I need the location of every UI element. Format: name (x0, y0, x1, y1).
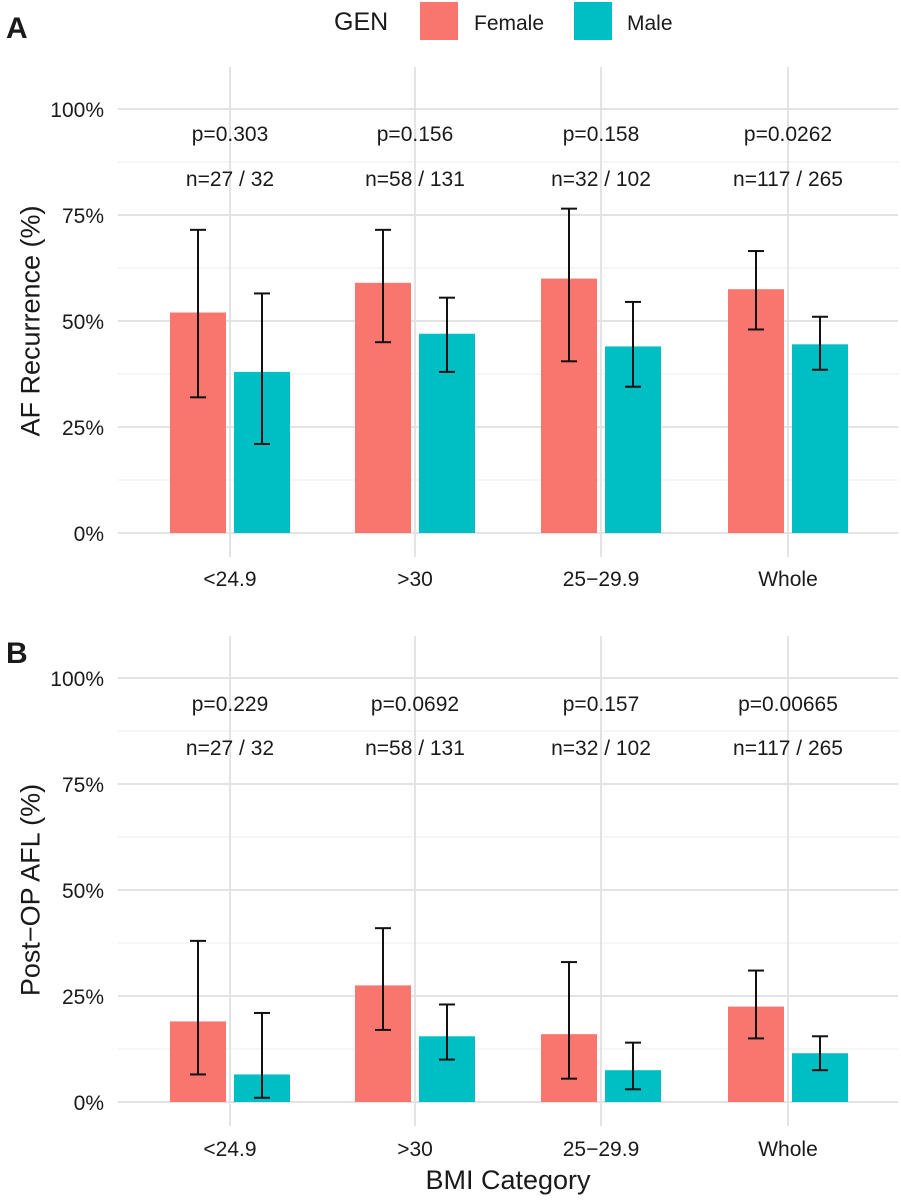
y-tick-label: 75% (62, 205, 104, 228)
x-tick-label: <24.9 (203, 1138, 256, 1161)
x-tick-label: 25−29.9 (563, 568, 640, 591)
legend-label-female: Female (474, 12, 544, 35)
y-tick-label: 50% (62, 311, 104, 334)
x-tick-label: <24.9 (203, 568, 256, 591)
sample-size-label: n=27 / 32 (186, 168, 274, 191)
x-tick-label: 25−29.9 (563, 1138, 640, 1161)
y-axis-title: AF Recurrence (%) (15, 205, 45, 436)
y-tick-label: 25% (62, 417, 104, 440)
panel-b: 0% 25% 50% 75% 100% Post−OP AFL (%) Bp=0.229 n=… (6, 636, 898, 1161)
panel-a: 0% 25% 50% 75% 100% AF Recurrence (%) Ap=0.303… (6, 12, 898, 591)
error-bar (190, 939, 206, 1076)
y-axis-title: Post−OP AFL (%) (15, 784, 45, 996)
y-tick-label: 0% (74, 1092, 104, 1115)
x-tick-label: Whole (758, 1138, 818, 1161)
p-value-label: p=0.0262 (744, 123, 832, 146)
error-bar (561, 207, 577, 363)
p-value-label: p=0.229 (192, 693, 269, 716)
legend-title: GEN (334, 8, 388, 36)
x-tick-label: Whole (758, 568, 818, 591)
legend-label-male: Male (627, 12, 673, 35)
y-tick-label: 25% (62, 986, 104, 1009)
panel-label: A (6, 12, 28, 45)
x-tick-label: >30 (397, 568, 433, 591)
sample-size-label: n=32 / 102 (551, 168, 651, 191)
p-value-label: p=0.158 (563, 123, 640, 146)
error-bar (254, 1011, 270, 1099)
sample-size-label: n=58 / 131 (365, 737, 465, 760)
x-tick-label: >30 (397, 1138, 433, 1161)
legend-swatch-male (574, 2, 612, 40)
p-value-label: p=0.156 (377, 123, 454, 146)
error-bar (439, 1003, 455, 1061)
error-bar (748, 250, 764, 331)
legend: GEN Female Male (334, 2, 673, 40)
error-bar (375, 927, 391, 1031)
error-bar (190, 228, 206, 399)
error-bar (812, 315, 828, 371)
sample-size-label: n=58 / 131 (365, 168, 465, 191)
sample-size-label: n=117 / 265 (733, 168, 843, 191)
error-bar (625, 1041, 641, 1091)
sample-size-label: n=117 / 265 (733, 737, 843, 760)
error-bar (375, 228, 391, 344)
y-tick-label: 0% (74, 523, 104, 546)
p-value-label: p=0.00665 (738, 693, 838, 716)
p-value-label: p=0.157 (563, 693, 640, 716)
y-tick-label: 100% (50, 99, 104, 122)
panel-label: B (6, 637, 28, 670)
x-axis-title: BMI Category (425, 1165, 591, 1195)
legend-swatch-female (420, 2, 458, 40)
y-tick-label: 50% (62, 880, 104, 903)
bar-male (792, 344, 848, 533)
y-tick-label: 75% (62, 774, 104, 797)
error-bar (439, 296, 455, 373)
sample-size-label: n=32 / 102 (551, 737, 651, 760)
p-value-label: p=0.0692 (371, 693, 459, 716)
p-value-label: p=0.303 (192, 123, 269, 146)
error-bar (561, 961, 577, 1080)
y-tick-label: 100% (50, 668, 104, 691)
error-bar (625, 300, 641, 388)
error-bar (254, 292, 270, 445)
error-bar (748, 969, 764, 1040)
sample-size-label: n=27 / 32 (186, 737, 274, 760)
error-bar (812, 1035, 828, 1072)
